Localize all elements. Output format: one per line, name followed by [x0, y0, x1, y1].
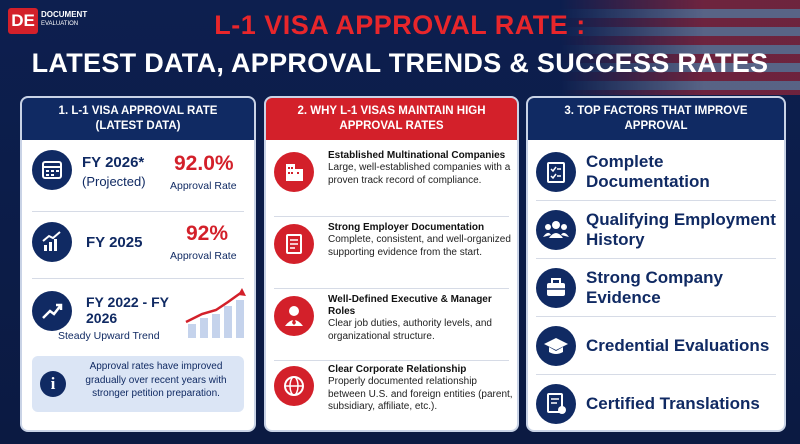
separator: [274, 288, 509, 289]
panel: 3. TOP FACTORS THAT IMPROVE APPROVAL Com…: [526, 96, 786, 432]
year-label: FY 2025: [86, 234, 143, 251]
rate-label: Approval Rate: [170, 250, 237, 262]
logo-text: EVALUATION: [41, 21, 79, 27]
rate: 92%: [186, 222, 229, 245]
reason-title: Established Multinational Companies: [328, 150, 506, 161]
note: Approval rates have improved gradually o…: [85, 361, 227, 399]
panel: 1. L-1 VISA APPROVAL RATE (LATEST DATA) …: [20, 96, 256, 432]
panel-heading: 1. L-1 VISA APPROVAL RATE (LATEST DATA): [22, 98, 254, 140]
rate: 92.0%: [174, 152, 234, 175]
reason-title: Strong Employer Documentation: [328, 222, 485, 233]
panel-heading: 3. TOP FACTORS THAT IMPROVE APPROVAL: [528, 98, 784, 140]
reason-icon: [274, 366, 314, 406]
logo-mark: DE: [8, 8, 38, 34]
separator: [32, 278, 244, 279]
trend-icon: [32, 291, 72, 331]
reason-icon: [274, 152, 314, 192]
panel-heading: 2. WHY L-1 VISAS MAINTAIN HIGH APPROVAL …: [266, 98, 517, 140]
factor-icon: [536, 210, 576, 250]
logo-text: DOCUMENT: [41, 10, 88, 19]
year-label: FY 2022 - FY 2026: [86, 294, 169, 327]
rate-label: Approval Rate: [170, 180, 237, 192]
factor-icon: [536, 268, 576, 308]
factor-icon: [536, 326, 576, 366]
factor-label: Strong Company Evidence: [586, 267, 723, 307]
factor-label: Complete Documentation: [586, 151, 710, 191]
title: L-1 VISA APPROVAL RATE :: [214, 10, 586, 40]
factor-icon: [536, 384, 576, 424]
info-icon: i: [40, 371, 66, 397]
reason-icon: [274, 296, 314, 336]
reason-text: Complete, consistent, and well-organized…: [328, 234, 511, 258]
reason-title: Well-Defined Executive & Manager Roles: [328, 294, 492, 317]
year-sub: Steady Upward Trend: [58, 330, 160, 342]
factor-label: Certified Translations: [586, 393, 760, 413]
year-sub: (Projected): [82, 174, 146, 189]
calendar-icon: [32, 150, 72, 190]
reason-text: Clear job duties, authority levels, and …: [328, 318, 492, 342]
factor-icon: [536, 152, 576, 192]
reason-icon: [274, 224, 314, 264]
separator: [32, 211, 244, 212]
separator: [536, 316, 776, 317]
factor-label: Qualifying Employment History: [586, 209, 776, 249]
separator: [536, 374, 776, 375]
factor-label: Credential Evaluations: [586, 335, 770, 355]
flag-backdrop: [560, 0, 800, 95]
chart-icon: [32, 222, 72, 262]
year-label: FY 2026*: [82, 154, 145, 171]
note-box: [32, 356, 244, 412]
separator: [274, 360, 509, 361]
reason-text: Large, well-established companies with a…: [328, 162, 511, 186]
reason-text: Properly documented relationship between…: [328, 376, 513, 412]
subtitle: LATEST DATA, APPROVAL TRENDS & SUCCESS R…: [31, 48, 769, 78]
reason-title: Clear Corporate Relationship: [328, 364, 467, 375]
panel: 2. WHY L-1 VISAS MAINTAIN HIGH APPROVAL …: [264, 96, 519, 432]
separator: [536, 200, 776, 201]
separator: [536, 258, 776, 259]
trend-graphic: [185, 288, 246, 338]
separator: [274, 216, 509, 217]
